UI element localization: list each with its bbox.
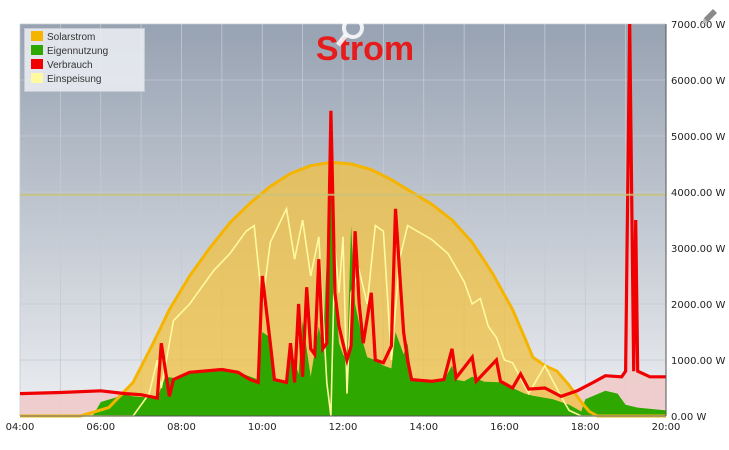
- y-tick-label: 4000.00 W: [671, 188, 726, 199]
- x-tick-label: 18:00: [571, 422, 600, 433]
- legend-label: Einspeisung: [47, 74, 102, 85]
- x-tick-label: 16:00: [490, 422, 519, 433]
- solarstrom-line: [20, 160, 666, 418]
- x-tick-label: 14:00: [409, 422, 438, 433]
- legend: Solarstrom Eigennutzung Verbrauch Einspe…: [24, 28, 145, 92]
- legend-label: Solarstrom: [47, 32, 96, 43]
- x-tick-label: 12:00: [329, 422, 358, 433]
- axis-ticks: 04:00 06:00 08:00 10:00 12:00 14:00 16:00 18:00…: [6, 20, 726, 433]
- magnifier-icon[interactable]: [333, 14, 369, 50]
- y-tick-label: 2000.00 W: [671, 300, 726, 311]
- legend-label: Eigennutzung: [47, 46, 109, 57]
- chart-title: Strom: [315, 30, 415, 68]
- x-tick-label: 20:00: [652, 422, 681, 433]
- legend-swatch: [31, 73, 43, 83]
- series-layer: [19, 23, 666, 418]
- eigennutzung-area: [20, 164, 666, 416]
- x-tick-label: 10:00: [248, 422, 277, 433]
- legend-item[interactable]: Solarstrom: [31, 31, 95, 45]
- legend-swatch: [31, 31, 43, 41]
- legend-item[interactable]: Einspeisung: [31, 73, 101, 87]
- pencil-icon[interactable]: [698, 6, 720, 28]
- y-tick-label: 6000.00 W: [671, 76, 726, 87]
- y-tick-label: 3000.00 W: [671, 244, 726, 255]
- y-tick-label: 7000.00 W: [671, 20, 726, 31]
- y-tick-label: 5000.00 W: [671, 132, 726, 143]
- x-tick-label: 04:00: [6, 422, 35, 433]
- y-tick-label: 0.00 W: [671, 412, 706, 423]
- y-tick-label: 1000.00 W: [671, 356, 726, 367]
- legend-label: Verbrauch: [47, 60, 93, 71]
- solarstrom-area: [20, 162, 666, 416]
- einspeisung-line: [20, 206, 666, 417]
- verbrauch-line: [19, 23, 666, 401]
- legend-item[interactable]: Eigennutzung: [31, 45, 108, 59]
- legend-item[interactable]: Verbrauch: [31, 59, 93, 73]
- x-tick-label: 06:00: [86, 422, 115, 433]
- legend-swatch: [31, 45, 43, 55]
- x-tick-label: 08:00: [167, 422, 196, 433]
- legend-swatch: [31, 59, 43, 69]
